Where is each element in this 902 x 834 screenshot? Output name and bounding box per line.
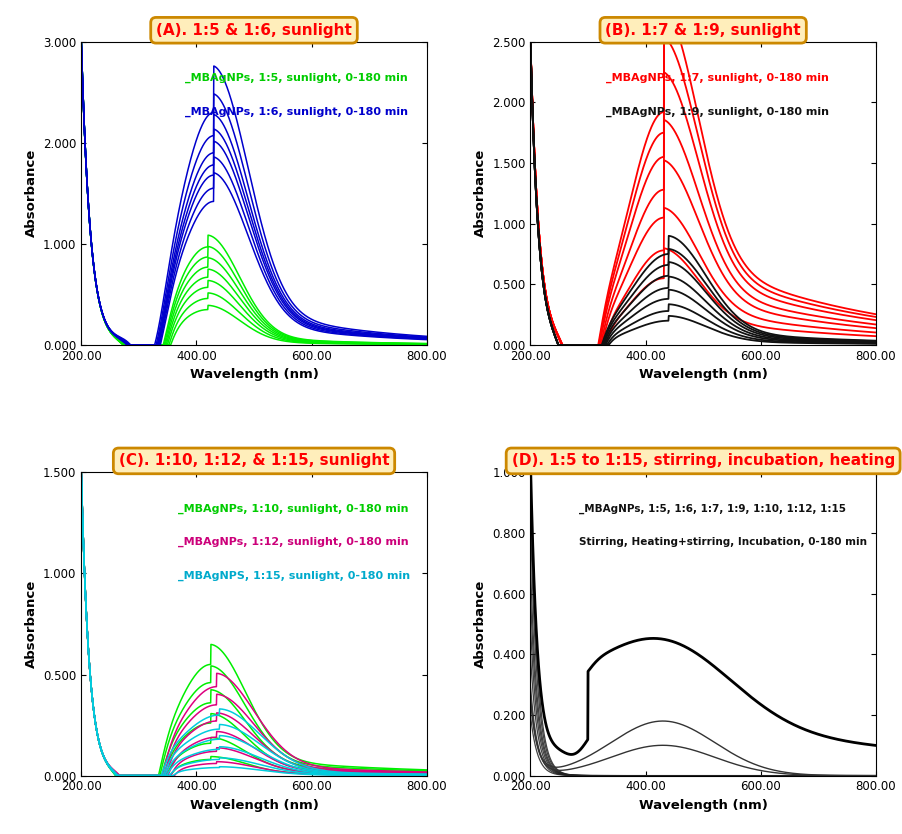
Text: _MBAgNPs, 1:7, sunlight, 0-180 min: _MBAgNPs, 1:7, sunlight, 0-180 min [606, 73, 828, 83]
Y-axis label: Absorbance: Absorbance [473, 580, 486, 668]
Text: _MBAgNPs, 1:9, sunlight, 0-180 min: _MBAgNPs, 1:9, sunlight, 0-180 min [606, 107, 829, 117]
Text: _MBAgNPs, 1:5, 1:6, 1:7, 1:9, 1:10, 1:12, 1:15: _MBAgNPs, 1:5, 1:6, 1:7, 1:9, 1:10, 1:12… [578, 504, 845, 514]
X-axis label: Wavelength (nm): Wavelength (nm) [189, 799, 318, 812]
Text: _MBAgNPs, 1:5, sunlight, 0-180 min: _MBAgNPs, 1:5, sunlight, 0-180 min [185, 73, 407, 83]
Text: Stirring, Heating+stirring, Incubation, 0-180 min: Stirring, Heating+stirring, Incubation, … [578, 537, 866, 547]
Y-axis label: Absorbance: Absorbance [24, 149, 38, 238]
Text: _MBAgNPs, 1:10, sunlight, 0-180 min: _MBAgNPs, 1:10, sunlight, 0-180 min [178, 504, 408, 514]
Text: _MBAgNPS, 1:15, sunlight, 0-180 min: _MBAgNPS, 1:15, sunlight, 0-180 min [178, 570, 410, 580]
Text: _MBAgNPs, 1:6, sunlight, 0-180 min: _MBAgNPs, 1:6, sunlight, 0-180 min [185, 107, 408, 117]
Title: (C). 1:10, 1:12, & 1:15, sunlight: (C). 1:10, 1:12, & 1:15, sunlight [118, 454, 389, 469]
Y-axis label: Absorbance: Absorbance [24, 580, 38, 668]
Title: (B). 1:7 & 1:9, sunlight: (B). 1:7 & 1:9, sunlight [604, 23, 800, 38]
X-axis label: Wavelength (nm): Wavelength (nm) [638, 799, 767, 812]
Title: (D). 1:5 to 1:15, stirring, incubation, heating: (D). 1:5 to 1:15, stirring, incubation, … [511, 454, 894, 469]
Text: _MBAgNPs, 1:12, sunlight, 0-180 min: _MBAgNPs, 1:12, sunlight, 0-180 min [178, 537, 409, 547]
Title: (A). 1:5 & 1:6, sunlight: (A). 1:5 & 1:6, sunlight [156, 23, 352, 38]
X-axis label: Wavelength (nm): Wavelength (nm) [638, 369, 767, 381]
X-axis label: Wavelength (nm): Wavelength (nm) [189, 369, 318, 381]
Y-axis label: Absorbance: Absorbance [473, 149, 486, 238]
